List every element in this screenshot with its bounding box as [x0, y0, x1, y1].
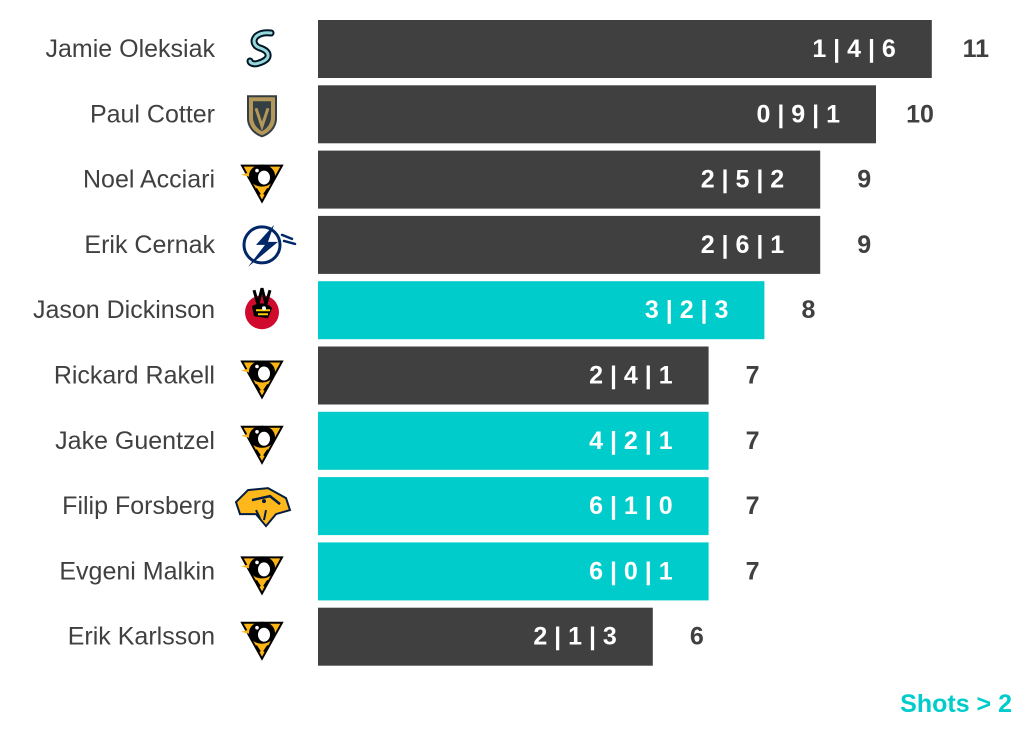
- bar-breakdown-label: 6 | 0 | 1: [589, 557, 673, 585]
- bar-breakdown-label: 2 | 5 | 2: [701, 166, 784, 194]
- bar: [318, 150, 821, 209]
- bar-total-label: 11: [963, 35, 990, 63]
- kraken-logo: [246, 29, 275, 68]
- player-label: Jamie Oleksiak: [46, 35, 216, 63]
- player-label: Erik Karlsson: [68, 623, 215, 651]
- player-label: Jake Guentzel: [55, 427, 215, 455]
- bar-total-label: 7: [746, 557, 760, 585]
- bar-breakdown-label: 2 | 6 | 1: [701, 231, 785, 259]
- chart-row: Noel Acciari 2 | 5 | 2 9: [83, 150, 871, 209]
- chart-row: Erik Karlsson 2 | 1 | 3 6: [68, 607, 704, 666]
- bar-total-label: 8: [801, 296, 815, 324]
- bar-breakdown-label: 1 | 4 | 6: [812, 35, 895, 63]
- predators-logo: [234, 487, 292, 528]
- bar-breakdown-label: 2 | 1 | 3: [533, 623, 616, 651]
- penguins-logo: [240, 621, 284, 661]
- chart-rows: Jamie Oleksiak 1 | 4 | 6 11 Paul Cotter 0 | …: [33, 20, 989, 666]
- player-label: Noel Acciari: [83, 166, 215, 194]
- bar-breakdown-label: 0 | 9 | 1: [757, 100, 841, 128]
- player-label: Paul Cotter: [90, 100, 215, 128]
- bar-total-label: 10: [906, 100, 934, 128]
- bar-total-label: 7: [746, 362, 760, 390]
- bar: [318, 20, 932, 78]
- chart-row: Paul Cotter 0 | 9 | 1 10: [90, 85, 934, 144]
- bar-total-label: 7: [746, 492, 760, 520]
- player-label: Filip Forsberg: [62, 492, 215, 520]
- bar: [318, 477, 709, 536]
- bar: [318, 411, 709, 470]
- penguins-logo: [240, 360, 284, 400]
- legend-note: Shots > 2: [900, 690, 1012, 718]
- player-label: Rickard Rakell: [54, 362, 215, 390]
- penguins-logo: [240, 556, 284, 596]
- chart-row: Jason Dickinson 3 | 2 | 3 8: [33, 281, 815, 340]
- chart-row: Filip Forsberg 6 | 1 | 0 7: [62, 477, 760, 536]
- bar-breakdown-label: 6 | 1 | 0: [589, 492, 672, 520]
- chart-row: Evgeni Malkin 6 | 0 | 1 7: [59, 542, 760, 601]
- penguins-logo: [240, 164, 284, 204]
- golden-knights-logo: [247, 95, 277, 138]
- chart-row: Jamie Oleksiak 1 | 4 | 6 11: [46, 20, 990, 78]
- bar: [318, 607, 653, 666]
- bar-breakdown-label: 4 | 2 | 1: [589, 427, 673, 455]
- player-label: Jason Dickinson: [33, 296, 215, 324]
- bar-breakdown-label: 3 | 2 | 3: [645, 296, 728, 324]
- chart-row: Jake Guentzel 4 | 2 | 1 7: [55, 411, 760, 470]
- bar: [318, 542, 709, 601]
- bar: [318, 346, 709, 405]
- blackhawks-logo: [245, 287, 279, 330]
- bar: [318, 85, 876, 144]
- bar: [318, 281, 765, 340]
- bar-total-label: 9: [857, 231, 871, 259]
- bar-breakdown-label: 2 | 4 | 1: [589, 362, 673, 390]
- chart-row: Rickard Rakell 2 | 4 | 1 7: [54, 346, 760, 405]
- chart-row: Erik Cernak 2 | 6 | 1 9: [84, 215, 871, 274]
- player-label: Evgeni Malkin: [59, 557, 215, 585]
- bar-total-label: 6: [690, 623, 704, 651]
- bar-total-label: 9: [857, 166, 871, 194]
- bar-total-label: 7: [746, 427, 760, 455]
- bar: [318, 215, 821, 274]
- player-label: Erik Cernak: [84, 231, 215, 259]
- penguins-logo: [240, 425, 284, 465]
- lightning-logo: [242, 224, 297, 267]
